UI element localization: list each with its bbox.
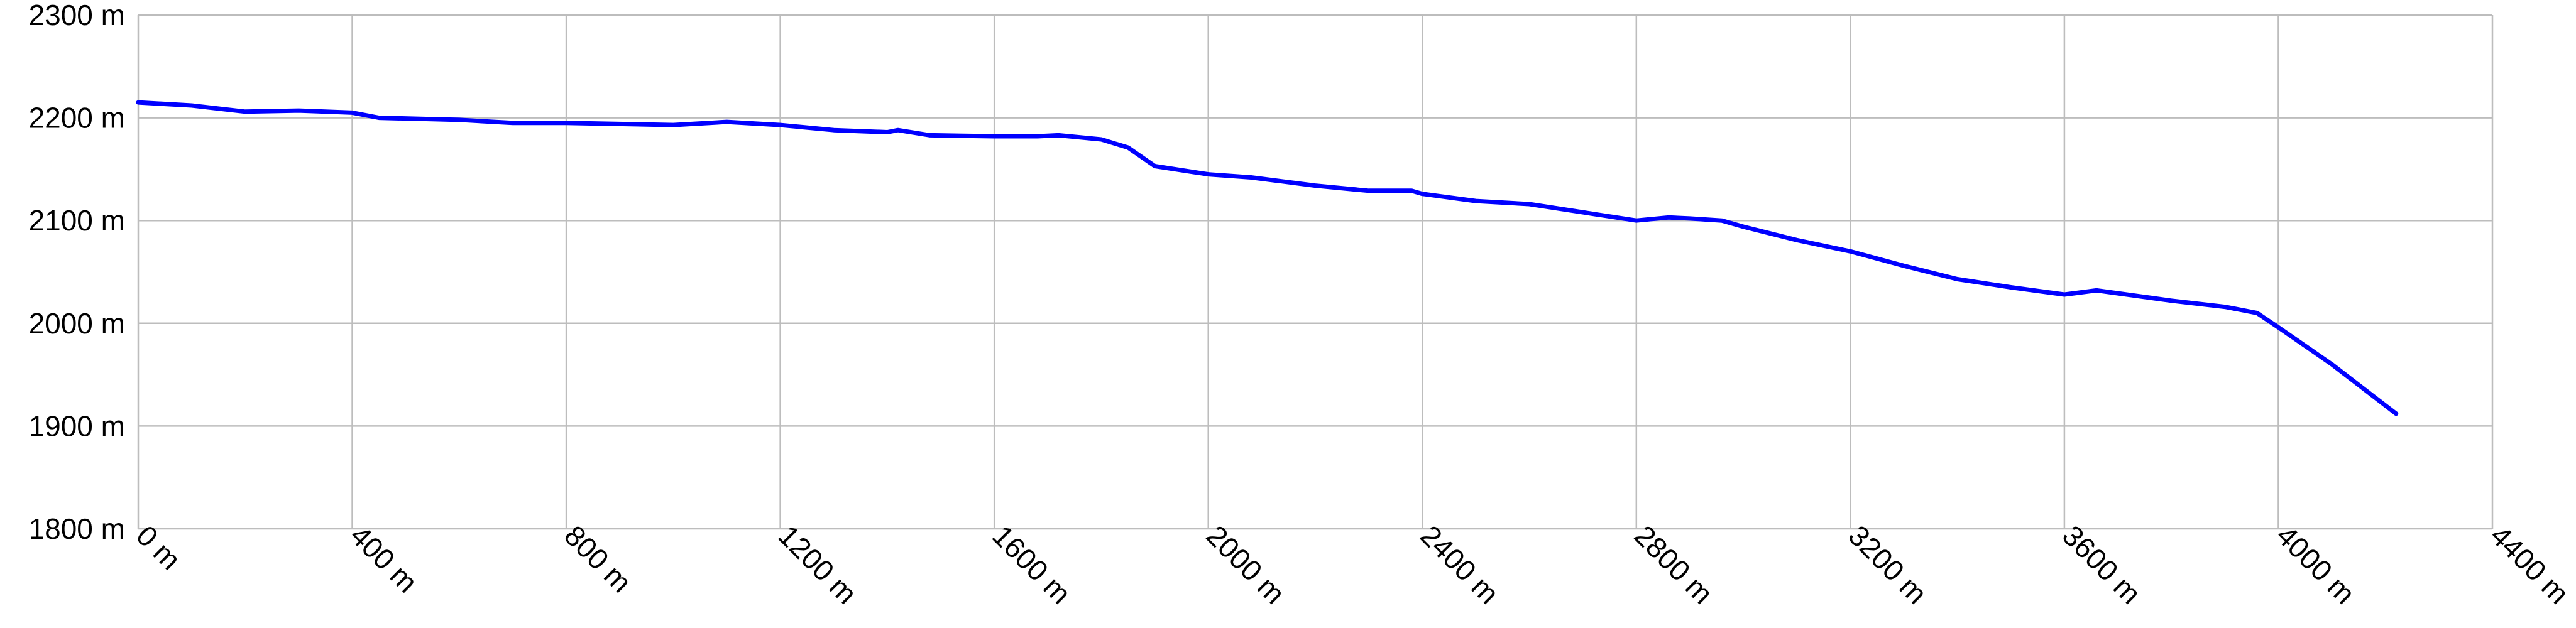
y-tick-label: 1900 m (29, 409, 125, 442)
x-tick-label: 4400 m (2484, 519, 2575, 610)
y-tick-label: 2200 m (29, 102, 125, 134)
x-tick-label: 1200 m (772, 519, 863, 610)
x-tick-label: 2400 m (1414, 519, 1505, 610)
y-tick-label: 2100 m (29, 204, 125, 237)
x-tick-label: 3200 m (1842, 519, 1933, 610)
y-tick-label: 2000 m (29, 307, 125, 340)
x-tick-label: 400 m (344, 519, 424, 598)
x-tick-label: 2800 m (1628, 519, 1719, 610)
x-tick-label: 800 m (558, 519, 638, 598)
y-tick-label: 1800 m (29, 512, 125, 545)
x-tick-label: 4000 m (2270, 519, 2361, 610)
x-tick-label: 1600 m (986, 519, 1077, 610)
elevation-line (136, 100, 2399, 416)
x-tick-label: 2000 m (1200, 519, 1291, 610)
y-tick-label: 2300 m (29, 0, 125, 31)
x-tick-label: 3600 m (2056, 519, 2147, 610)
